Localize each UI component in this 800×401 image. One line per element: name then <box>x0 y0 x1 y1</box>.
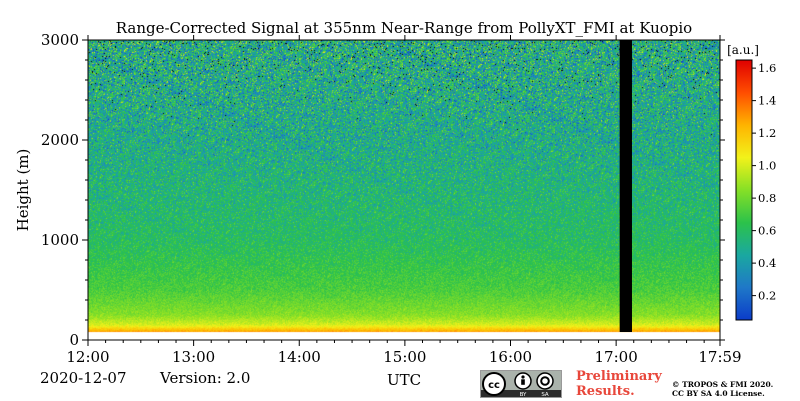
svg-text:BY: BY <box>520 392 527 397</box>
cc-icon: cc <box>482 372 506 396</box>
x-tick-label: 15:00 <box>383 348 426 366</box>
x-tick-label: 17:00 <box>595 348 638 366</box>
colorbar-label: [a.u.] <box>727 43 759 57</box>
y-tick-label: 1000 <box>41 231 79 249</box>
preliminary-line-1: Preliminary <box>576 369 662 384</box>
colorbar-tick-label: 0.2 <box>758 289 776 303</box>
colorbar-tick-label: 1.6 <box>758 61 776 75</box>
colorbar-tick-label: 1.2 <box>758 126 776 140</box>
colorbar-tick-label: 0.8 <box>758 191 776 205</box>
colorbar-tick-label: 1.4 <box>758 94 776 108</box>
preliminary-results-label: Preliminary Results. <box>576 369 662 399</box>
colorbar-tick-label: 0.6 <box>758 224 776 238</box>
version-label: Version: 2.0 <box>160 369 251 387</box>
copyright-notice: © TROPOS & FMI 2020. CC BY SA 4.0 Licens… <box>672 380 773 398</box>
by-icon <box>514 372 532 390</box>
preliminary-line-2: Results. <box>576 384 635 399</box>
no-data-gap <box>619 40 632 332</box>
heatmap-area <box>88 40 720 340</box>
colorbar-ticks: 0.2 0.4 0.6 0.8 1.0 1.2 1.4 1.6 <box>752 61 776 303</box>
svg-text:cc: cc <box>488 380 500 391</box>
x-tick-label: 12:00 <box>66 348 109 366</box>
svg-text:SA: SA <box>541 392 549 397</box>
y-axis: 0 1000 2000 3000 <box>41 31 725 349</box>
chart-title: Range-Corrected Signal at 355nm Near-Ran… <box>116 19 692 37</box>
sa-icon <box>536 372 554 390</box>
colorbar <box>735 59 753 321</box>
plot-frame <box>87 39 721 341</box>
copyright-line-2: CC BY SA 4.0 License. <box>672 389 765 398</box>
x-tick-label: 17:59 <box>698 348 741 366</box>
x-tick-label: 16:00 <box>489 348 532 366</box>
x-tick-label: 14:00 <box>278 348 321 366</box>
x-tick-label: 13:00 <box>172 348 215 366</box>
copyright-line-1: © TROPOS & FMI 2020. <box>672 380 774 389</box>
x-axis-label: UTC <box>387 371 421 389</box>
date-label: 2020-12-07 <box>40 369 127 387</box>
colorbar-tick-label: 1.0 <box>758 159 776 173</box>
y-tick-label: 2000 <box>41 131 79 149</box>
y-tick-label: 3000 <box>41 31 79 49</box>
y-axis-label: Height (m) <box>14 149 32 232</box>
x-axis: 12:00 13:00 14:00 15:00 16:00 17:00 17:59 <box>66 35 742 366</box>
y-tick-label: 0 <box>69 331 79 349</box>
colorbar-tick-label: 0.4 <box>758 256 776 270</box>
cc-license-badge: cc BY SA <box>480 370 562 398</box>
